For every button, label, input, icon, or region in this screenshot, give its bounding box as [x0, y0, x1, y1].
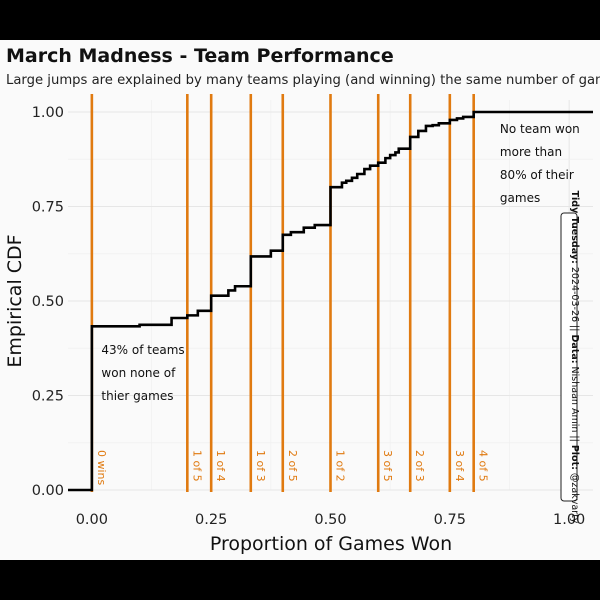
y-tick-label-4: 1.00: [32, 105, 64, 121]
x-tick-label-0: 0.00: [76, 512, 108, 528]
annotation-0-line-0: 43% of teams: [101, 343, 184, 357]
vline-label-7: 2 of 3: [413, 450, 426, 482]
x-tick-label-3: 0.75: [434, 512, 466, 528]
caption: Tidy Tuesday: 2024-03-26 || Data: Nishaa…: [569, 191, 580, 524]
caption-box: Tidy Tuesday: 2024-03-26 || Data: Nishaa…: [560, 191, 580, 524]
annotations: 43% of teams won none of thier games No tea…: [101, 122, 579, 403]
vline-label-2: 1 of 4: [214, 450, 227, 482]
vline-label-8: 3 of 4: [453, 450, 466, 482]
x-axis-title: Proportion of Games Won: [210, 533, 452, 555]
vline-label-6: 3 of 5: [381, 450, 394, 482]
y-tick-label-0: 0.00: [32, 483, 64, 499]
y-tick-label-2: 0.50: [32, 294, 64, 310]
caption-part-5: @zakvarty: [569, 470, 580, 524]
vline-label-0: 0 wins: [95, 450, 108, 486]
caption-part-1: 2024-03-26 ||: [569, 264, 580, 335]
vline-label-3: 1 of 3: [254, 450, 267, 482]
annotation-1-line-0: No team won: [500, 122, 580, 136]
series-group: [68, 110, 593, 492]
caption-part-4: Plot:: [569, 445, 580, 470]
y-axis-title: Empirical CDF: [4, 234, 26, 367]
vline-label-5: 1 of 2: [334, 450, 347, 482]
caption-part-3: Nishaan Amin ||: [569, 364, 580, 445]
annotation-1-line-1: more than: [500, 145, 562, 159]
y-tick-label-3: 0.75: [32, 200, 64, 216]
caption-part-2: Data:: [569, 334, 580, 363]
caption-part-0: Tidy Tuesday:: [569, 191, 580, 264]
plot-area: March Madness - Team Performance Large j…: [0, 40, 600, 560]
y-ticks: 0.00 0.25 0.50 0.75 1.00: [32, 105, 64, 499]
x-tick-label-4: 1.00: [553, 512, 585, 528]
annotation-0-line-1: won none of: [101, 366, 176, 380]
annotation-0-line-2: thier games: [101, 389, 173, 403]
vertical-reference-lines: 0 wins 1 of 5 1 of 4 1 of 3 2 of 5 1 of 2 3 of…: [90, 94, 490, 492]
vline-label-9: 4 of 5: [477, 450, 490, 482]
chart-subtitle: Large jumps are explained by many teams …: [6, 73, 600, 88]
annotation-1-line-3: games: [500, 191, 540, 205]
chart-svg: March Madness - Team Performance Large j…: [4, 45, 600, 555]
x-ticks: 0.00 0.25 0.50 0.75 1.00: [76, 512, 586, 528]
y-tick-label-1: 0.25: [32, 389, 64, 405]
chart-title: March Madness - Team Performance: [6, 45, 394, 67]
x-tick-label-2: 0.50: [314, 512, 346, 528]
annotation-1-line-2: 80% of their: [500, 168, 574, 182]
series-line-0: [68, 110, 593, 492]
x-tick-label-1: 0.25: [195, 512, 227, 528]
vline-label-1: 1 of 5: [190, 450, 203, 482]
vline-label-4: 2 of 5: [286, 450, 299, 482]
